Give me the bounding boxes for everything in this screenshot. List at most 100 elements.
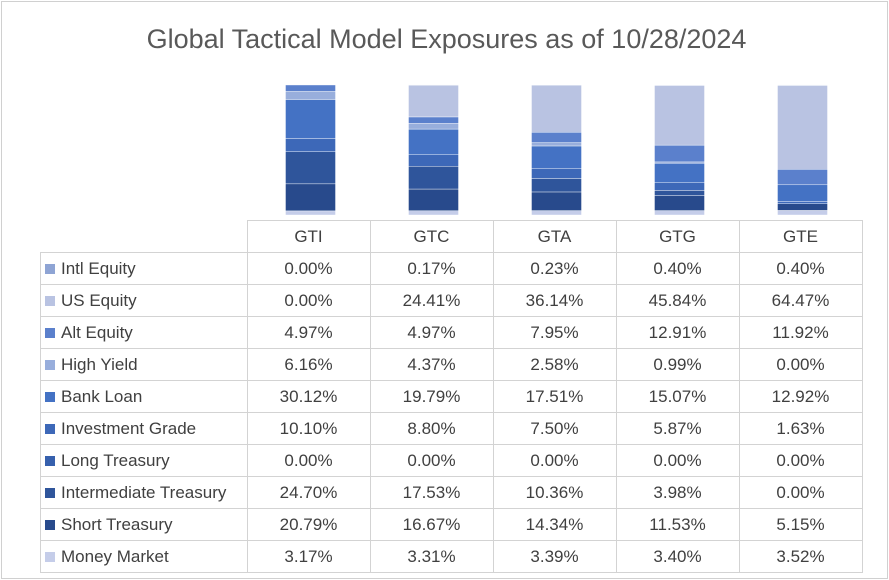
data-cell: 20.79% [246,508,371,541]
bar-segment-gtg-bank-loan [654,162,705,183]
bar-segment-gte-money-market [777,210,828,216]
data-cell: 0.00% [246,252,371,285]
column-header-gtg: GTG [615,220,740,253]
legend-key [45,327,55,338]
data-cell: 10.10% [246,412,371,445]
chart-title: Global Tactical Model Exposures as of 10… [146,24,747,54]
bar-segment-gtc-money-market [408,210,459,216]
series-name: Long Treasury [61,450,170,470]
data-cell: 3.17% [246,540,371,573]
bar-segment-gtg-intermediate-treasury [654,190,705,196]
legend-key [45,295,55,306]
table-corner-cell [40,220,248,253]
bar-segment-gtc-alt-equity [408,116,459,124]
data-cell: 0.00% [246,444,371,477]
bar-segment-gtc-investment-grade [408,154,459,167]
series-label: Intermediate Treasury [40,476,248,509]
data-cell: 3.40% [615,540,740,573]
table-row: Investment Grade 10.10% 8.80% 7.50% 5.87% 1.6… [40,412,863,445]
data-cell: 14.34% [492,508,617,541]
data-cell: 2.58% [492,348,617,381]
table-row: Alt Equity 4.97% 4.97% 7.95% 12.91% 11.92% [40,316,863,349]
data-cell: 3.98% [615,476,740,509]
column-header-gta: GTA [492,220,617,253]
bar-segment-gte-intl-equity [777,84,828,86]
bar-segment-gtc-bank-loan [408,128,459,155]
bar-segment-gta-investment-grade [531,168,582,179]
bar-segment-gte-bank-loan [777,184,828,202]
series-label: US Equity [40,284,248,317]
legend-key [45,519,55,530]
legend-key [45,359,55,370]
legend-key [45,423,55,434]
data-cell: 4.37% [369,348,494,381]
bar-segment-gtc-us-equity [408,84,459,118]
bar-segment-gta-intermediate-treasury [531,178,582,193]
table-body: Intl Equity 0.00% 0.17% 0.23% 0.40% 0.40% US E… [40,252,863,573]
bar-segment-gtg-investment-grade [654,182,705,191]
bar-segment-gti-bank-loan [285,99,336,139]
data-cell: 7.50% [492,412,617,445]
table-row: Money Market 3.17% 3.31% 3.39% 3.40% 3.52% [40,540,863,573]
table-row: Intermediate Treasury 24.70% 17.53% 10.36% 3… [40,476,863,509]
series-label: Long Treasury [40,444,248,477]
bar-segment-gta-money-market [531,210,582,216]
column-header-gti: GTI [246,220,371,253]
data-cell: 0.00% [492,444,617,477]
data-cell: 3.31% [369,540,494,573]
bar-segment-gte-investment-grade [777,201,828,204]
data-cell: 4.97% [246,316,371,349]
data-cell: 3.52% [738,540,863,573]
data-cell: 36.14% [492,284,617,317]
data-cell: 24.41% [369,284,494,317]
data-cell: 45.84% [615,284,740,317]
series-name: High Yield [61,354,138,374]
series-name: Investment Grade [61,418,197,438]
data-cell: 0.00% [369,444,494,477]
column-header-gtc: GTC [369,220,494,253]
data-cell: 0.40% [738,252,863,285]
bar-segment-gta-alt-equity [531,132,582,143]
series-label: Bank Loan [40,380,248,413]
table-row: Intl Equity 0.00% 0.17% 0.23% 0.40% 0.40% [40,252,863,285]
data-cell: 0.00% [738,348,863,381]
series-name: Money Market [61,546,169,566]
bar-segment-gta-high-yield [531,142,582,147]
series-name: US Equity [61,290,137,310]
data-cell: 0.40% [615,252,740,285]
data-cell: 5.87% [615,412,740,445]
series-label: Intl Equity [40,252,248,285]
legend-key [45,455,55,466]
data-cell: 0.00% [615,444,740,477]
series-label: Investment Grade [40,412,248,445]
bar-segment-gte-short-treasury [777,203,828,211]
bar-segment-gti-intermediate-treasury [285,151,336,185]
legend-key [45,263,55,274]
data-cell: 10.36% [492,476,617,509]
data-cell: 0.00% [246,284,371,317]
table-row: High Yield 6.16% 4.37% 2.58% 0.99% 0.00% [40,348,863,381]
data-cell: 64.47% [738,284,863,317]
table-header-row: GTI GTC GTA GTG GTE [40,220,863,253]
data-cell: 7.95% [492,316,617,349]
bar-segment-gtg-money-market [654,210,705,216]
data-cell: 17.53% [369,476,494,509]
bar-segment-gtg-short-treasury [654,195,705,211]
data-cell: 0.17% [369,252,494,285]
series-label: Alt Equity [40,316,248,349]
series-name: Bank Loan [61,386,143,406]
data-cell: 24.70% [246,476,371,509]
bar-segment-gtc-short-treasury [408,188,459,211]
series-label: Short Treasury [40,508,248,541]
data-cell: 11.92% [738,316,863,349]
bar-segment-gta-bank-loan [531,145,582,169]
legend-key [45,487,55,498]
data-cell: 16.67% [369,508,494,541]
data-table: GTI GTC GTA GTG GTE Intl Equity 0.00% 0.17% 0.2… [40,220,863,573]
bar-segment-gtc-high-yield [408,123,459,130]
data-cell: 0.23% [492,252,617,285]
data-cell: 12.92% [738,380,863,413]
table-row: Bank Loan 30.12% 19.79% 17.51% 15.07% 12.92% [40,380,863,413]
bar-segment-gti-short-treasury [285,183,336,212]
